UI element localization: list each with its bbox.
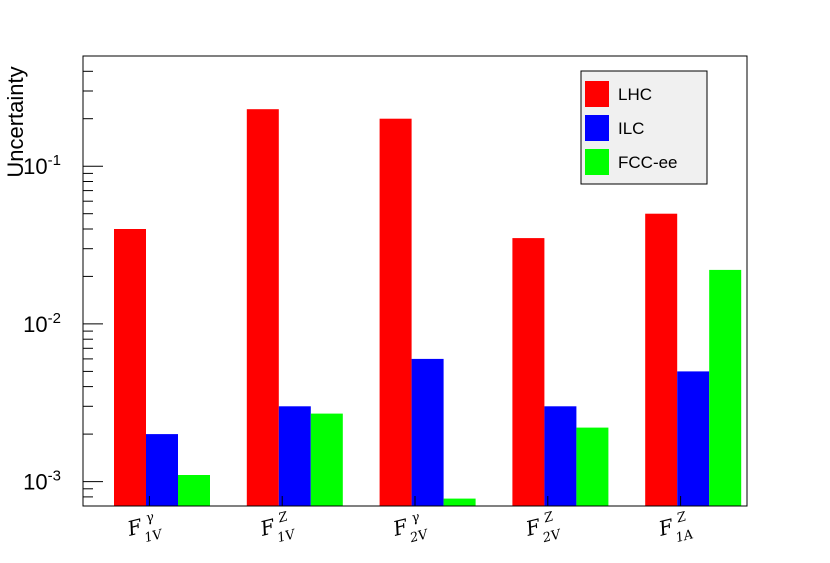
svg-text:F: F	[522, 514, 543, 541]
legend-swatch-3	[585, 149, 609, 175]
legend-label-3: FCC-ee	[618, 153, 678, 172]
bar-lhc-1	[114, 229, 146, 506]
bar-ilc-3	[411, 358, 444, 506]
y-tick-label-3: 10-1	[23, 152, 61, 179]
svg-text:1V: 1V	[143, 527, 165, 546]
bar-ilc-1	[146, 434, 178, 506]
bar-fcc-ee-4	[576, 427, 609, 506]
bar-lhc-3	[379, 118, 412, 506]
svg-text:1A: 1A	[674, 527, 695, 546]
x-tick-label-4: F Z2V	[522, 509, 563, 546]
svg-text:γ: γ	[144, 510, 155, 526]
bar-lhc-4	[512, 238, 545, 506]
bar-ilc-5	[677, 371, 710, 506]
bars	[114, 109, 742, 506]
svg-text:Z: Z	[674, 509, 688, 526]
svg-text:Z: Z	[276, 509, 290, 526]
svg-text:F: F	[124, 514, 145, 541]
svg-text:2V: 2V	[540, 527, 563, 546]
legend: LHC ILC FCC-ee	[580, 70, 708, 185]
y-tick-label-2: 10-2	[23, 310, 61, 337]
y-tick-labels: 10-3 10-2 10-1	[23, 152, 61, 494]
x-tick-label-2: F Z1V	[257, 509, 298, 546]
bar-fcc-ee-1	[178, 475, 210, 506]
svg-text:γ: γ	[410, 510, 421, 526]
bar-fcc-ee-5	[709, 269, 742, 506]
bar-lhc-5	[645, 213, 678, 506]
axes	[82, 55, 748, 507]
bar-lhc-2	[246, 109, 279, 506]
legend-swatch-2	[585, 115, 609, 141]
legend-label-1: LHC	[618, 85, 652, 104]
svg-text:Z: Z	[542, 509, 556, 526]
svg-text:F: F	[257, 514, 278, 541]
legend-swatch-1	[585, 81, 609, 107]
legend-label-2: ILC	[618, 119, 644, 138]
svg-text:F: F	[390, 514, 411, 541]
bar-ilc-2	[278, 406, 311, 506]
bar-fcc-ee-2	[310, 413, 343, 506]
svg-text:1V: 1V	[276, 527, 298, 546]
x-tick-label-5: F Z1A	[655, 509, 695, 546]
bar-fcc-ee-3	[443, 498, 476, 506]
y-axis-title: Uncertainty	[3, 66, 28, 177]
svg-text:F: F	[655, 514, 676, 541]
svg-text:2V: 2V	[408, 527, 431, 546]
y-tick-label-1: 10-3	[23, 468, 61, 495]
bar-ilc-4	[544, 406, 577, 506]
